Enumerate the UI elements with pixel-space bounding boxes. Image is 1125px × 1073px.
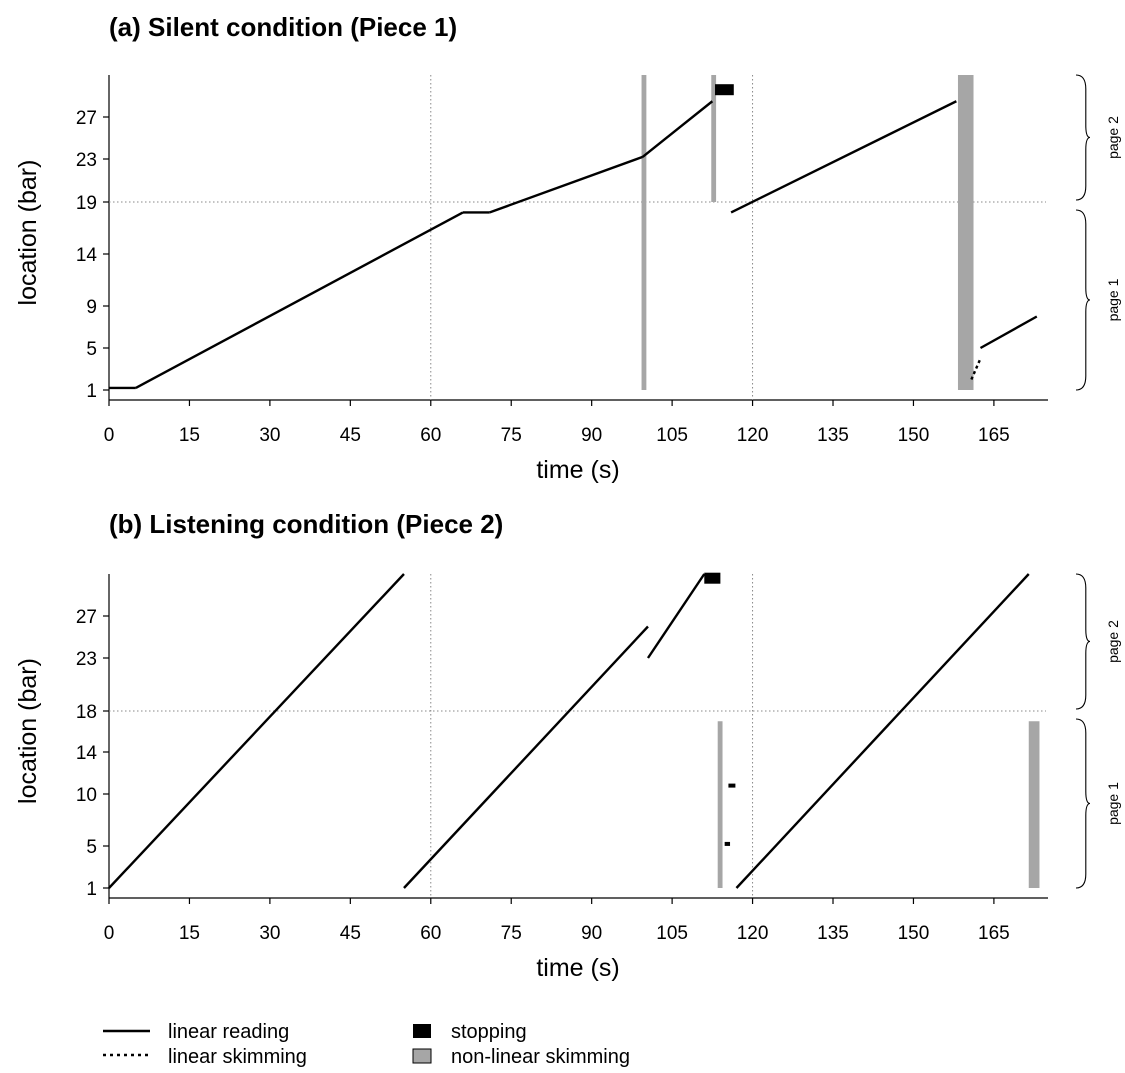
nonlinear-skimming-bar bbox=[717, 721, 723, 888]
x-tick-label: 75 bbox=[501, 425, 522, 446]
y-tick-label: 23 bbox=[76, 649, 97, 670]
y-axis-label: location (bar) bbox=[14, 160, 42, 306]
y-tick-label: 27 bbox=[76, 607, 97, 628]
legend-nonlinear-skimming-swatch bbox=[412, 1048, 432, 1064]
x-tick-label: 105 bbox=[656, 425, 688, 446]
x-tick-label: 60 bbox=[420, 425, 441, 446]
y-tick-label: 9 bbox=[86, 297, 97, 318]
x-tick-label: 45 bbox=[340, 425, 361, 446]
y-tick-label: 18 bbox=[76, 702, 97, 723]
y-tick-label: 5 bbox=[86, 339, 97, 360]
x-tick-label: 30 bbox=[259, 923, 280, 944]
y-tick-label: 19 bbox=[76, 193, 97, 214]
linear-skimming-line bbox=[970, 358, 982, 380]
page-label: page 2 bbox=[1105, 620, 1121, 663]
y-tick-label: 27 bbox=[76, 108, 97, 129]
stopping-mark bbox=[704, 572, 721, 584]
nonlinear-skimming-bar bbox=[641, 75, 647, 390]
x-tick-label: 30 bbox=[259, 425, 280, 446]
stopping-mark bbox=[715, 84, 734, 96]
linear-reading-line bbox=[979, 315, 1038, 350]
x-tick-label: 0 bbox=[104, 923, 115, 944]
x-tick-label: 150 bbox=[898, 923, 930, 944]
page-brace bbox=[1075, 209, 1091, 391]
x-tick-label: 105 bbox=[656, 923, 688, 944]
x-tick-label: 0 bbox=[104, 425, 115, 446]
x-tick-label: 135 bbox=[817, 425, 849, 446]
linear-reading-line bbox=[646, 573, 706, 659]
nonlinear-skimming-bar bbox=[1028, 721, 1040, 888]
linear-reading-line bbox=[730, 100, 957, 214]
legend-stopping-label: stopping bbox=[451, 1021, 527, 1043]
x-axis-label: time (s) bbox=[536, 954, 619, 982]
page-label: page 1 bbox=[1105, 278, 1121, 321]
x-tick-label: 15 bbox=[179, 923, 200, 944]
x-axis-label: time (s) bbox=[536, 456, 619, 484]
page-brace bbox=[1075, 573, 1091, 710]
stopping-mark bbox=[728, 783, 736, 788]
y-tick-label: 5 bbox=[86, 837, 97, 858]
x-tick-label: 60 bbox=[420, 923, 441, 944]
stopping-mark bbox=[724, 841, 731, 846]
nonlinear-skimming-bar bbox=[711, 75, 717, 202]
y-axis-label: location (bar) bbox=[14, 658, 42, 804]
x-tick-label: 150 bbox=[898, 425, 930, 446]
y-tick-label: 1 bbox=[86, 879, 97, 900]
chart-title: (b) Listening condition (Piece 2) bbox=[109, 509, 503, 539]
chart-panel-a: (a) Silent condition (Piece 1)1591419232… bbox=[14, 12, 1121, 484]
y-tick-label: 1 bbox=[86, 381, 97, 402]
legend-stopping-swatch bbox=[413, 1024, 431, 1038]
linear-reading-line bbox=[735, 573, 1030, 889]
linear-reading-line bbox=[108, 573, 405, 889]
linear-reading-line bbox=[641, 100, 714, 158]
legend-linear-reading-label: linear reading bbox=[168, 1021, 289, 1043]
linear-reading-line bbox=[135, 211, 464, 389]
chart-panel-b: (b) Listening condition (Piece 2)1510141… bbox=[14, 509, 1121, 982]
legend-nonlinear-skimming-label: non-linear skimming bbox=[451, 1046, 630, 1068]
x-tick-label: 135 bbox=[817, 923, 849, 944]
page-brace bbox=[1075, 74, 1091, 201]
x-tick-label: 15 bbox=[179, 425, 200, 446]
linear-reading-line bbox=[403, 625, 649, 889]
x-tick-label: 165 bbox=[978, 923, 1010, 944]
x-tick-label: 165 bbox=[978, 425, 1010, 446]
x-tick-label: 120 bbox=[737, 923, 769, 944]
page-label: page 1 bbox=[1105, 782, 1121, 825]
legend-linear-skimming-label: linear skimming bbox=[168, 1046, 307, 1068]
page-brace bbox=[1075, 718, 1091, 889]
x-tick-label: 75 bbox=[501, 923, 522, 944]
legend: linear reading linear skimming stopping non… bbox=[103, 1021, 630, 1068]
x-tick-label: 90 bbox=[581, 425, 602, 446]
page-label: page 2 bbox=[1105, 116, 1121, 159]
y-tick-label: 14 bbox=[76, 245, 98, 266]
x-tick-label: 90 bbox=[581, 923, 602, 944]
x-tick-label: 120 bbox=[737, 425, 769, 446]
y-tick-label: 23 bbox=[76, 150, 97, 171]
chart-title: (a) Silent condition (Piece 1) bbox=[109, 12, 457, 42]
y-tick-label: 14 bbox=[76, 743, 98, 764]
linear-reading-line bbox=[489, 155, 644, 214]
y-tick-label: 10 bbox=[76, 785, 97, 806]
nonlinear-skimming-bar bbox=[957, 75, 974, 390]
x-tick-label: 45 bbox=[340, 923, 361, 944]
